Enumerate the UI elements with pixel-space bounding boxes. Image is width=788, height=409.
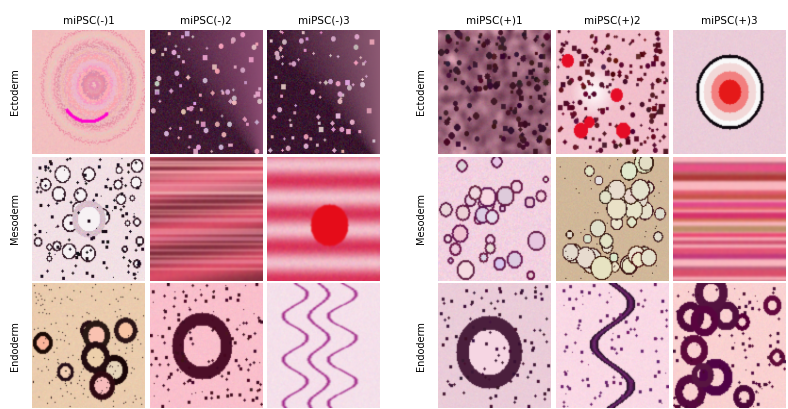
Text: miPSC(-)3: miPSC(-)3 [298, 16, 349, 26]
Text: miPSC(+)3: miPSC(+)3 [701, 16, 757, 26]
Text: Endoderm: Endoderm [10, 321, 20, 371]
Text: Mesoderm: Mesoderm [10, 193, 20, 244]
Text: Ectoderm: Ectoderm [10, 69, 20, 115]
Text: miPSC(+)1: miPSC(+)1 [466, 16, 522, 26]
Text: Endoderm: Endoderm [416, 321, 426, 371]
Text: miPSC(-)1: miPSC(-)1 [63, 16, 114, 26]
Text: miPSC(-)2: miPSC(-)2 [180, 16, 232, 26]
Text: miPSC(+)2: miPSC(+)2 [584, 16, 640, 26]
Text: Ectoderm: Ectoderm [416, 69, 426, 115]
Text: Mesoderm: Mesoderm [416, 193, 426, 244]
